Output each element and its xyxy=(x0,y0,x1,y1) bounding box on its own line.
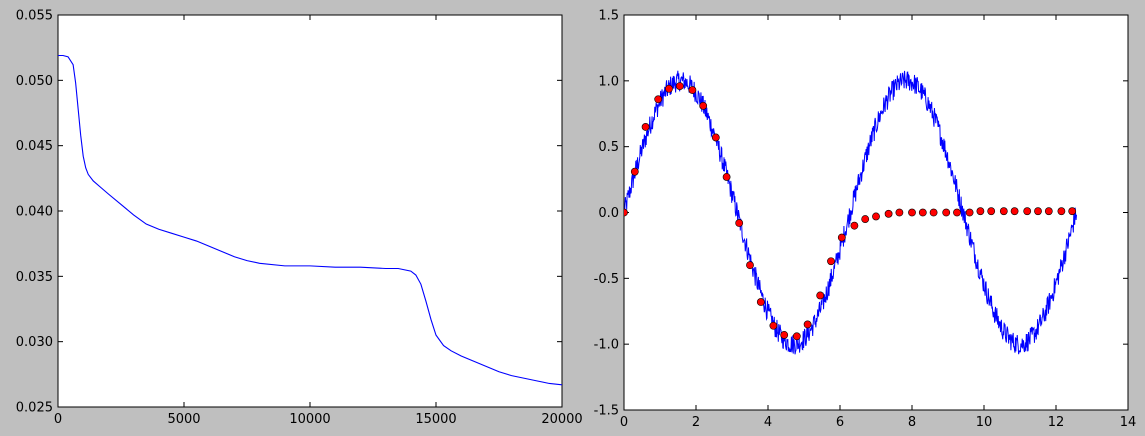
right-series-1-point xyxy=(711,133,720,142)
right-ytick-label: -0.5 xyxy=(594,272,619,287)
left-xtick-label: 0 xyxy=(54,412,62,427)
left-ytick-label: 0.040 xyxy=(16,205,53,220)
right-series-1-point xyxy=(688,86,697,94)
right-series-1-point xyxy=(850,221,859,230)
right-series-1-point xyxy=(929,208,938,217)
left-ytick-label: 0.025 xyxy=(16,401,53,416)
right-xtick-label: 0 xyxy=(620,415,628,430)
right-series-1-point xyxy=(872,212,880,221)
chart-loss-curve: 0 5000 10000 15000 20000 0.025 0.030 0.035 0.040… xyxy=(16,9,583,428)
right-ytick-label: 0.5 xyxy=(598,140,619,155)
right-series-1-point xyxy=(976,207,985,216)
right-series-1-point xyxy=(895,208,904,217)
left-series-0-line xyxy=(58,54,562,386)
right-ytick-label: -1.5 xyxy=(594,404,619,419)
right-series-1-point xyxy=(816,291,825,300)
right-xtick-label: 14 xyxy=(1120,415,1137,430)
left-axes-frame xyxy=(57,14,563,408)
right-series-1-point xyxy=(999,207,1008,216)
left-ytick-label: 0.030 xyxy=(16,335,53,350)
right-series-1-point xyxy=(953,208,961,217)
right-series-1-point xyxy=(837,233,846,242)
right-series-1-point xyxy=(803,320,812,329)
right-series-1-point xyxy=(1010,207,1019,216)
right-series-1-point xyxy=(884,209,893,218)
right-series-1-point xyxy=(746,261,754,270)
right-series-0-line xyxy=(624,70,1078,355)
right-series-1-point xyxy=(641,123,650,131)
right-series-1-point xyxy=(1023,207,1032,216)
right-ytick-label: 0.0 xyxy=(598,206,619,221)
right-series-1-point xyxy=(654,95,663,104)
right-series-1-point xyxy=(918,208,927,217)
left-ytick-label: 0.055 xyxy=(16,9,53,24)
right-ytick-label: 1.0 xyxy=(598,74,619,89)
right-series-1-point xyxy=(942,208,951,217)
left-ytick-label: 0.045 xyxy=(16,139,53,154)
right-series-1-point xyxy=(699,101,708,110)
left-xtick-label: 20000 xyxy=(541,412,582,427)
right-series-1-point xyxy=(1034,207,1042,216)
right-xtick-label: 8 xyxy=(908,415,916,430)
right-ytick-label: 1.5 xyxy=(598,9,619,24)
right-xtick-label: 6 xyxy=(836,415,844,430)
left-xtick-label: 15000 xyxy=(415,412,456,427)
right-series-1-point xyxy=(965,208,974,217)
right-series-1-point xyxy=(735,219,744,227)
right-series-1-point xyxy=(624,208,628,217)
left-ytick-label: 0.050 xyxy=(16,74,53,89)
right-series-1-point xyxy=(908,208,916,217)
right-series-1-point xyxy=(861,215,870,223)
right-series-1-point xyxy=(1044,207,1053,216)
right-axes-frame xyxy=(623,14,1129,411)
right-xtick-label: 12 xyxy=(1048,415,1065,430)
right-series-1-point xyxy=(665,84,673,93)
right-series-1-point xyxy=(722,173,731,181)
right-series-1-point xyxy=(756,298,765,306)
right-series-1-point xyxy=(675,82,684,90)
right-series-1-point xyxy=(827,257,835,266)
chart-sine-fit: 0 2 4 6 8 10 12 14 -1.5 -1.0 -0.5 0.0 0.5 1.0 1.5 xyxy=(594,9,1137,431)
right-xtick-label: 2 xyxy=(692,415,700,430)
right-series-1-point xyxy=(792,332,801,341)
left-xtick-label: 5000 xyxy=(167,412,200,427)
right-ytick-label: -1.0 xyxy=(594,338,619,353)
left-ytick-label: 0.035 xyxy=(16,270,53,285)
right-xtick-label: 4 xyxy=(764,415,772,430)
right-series-1-point xyxy=(1057,207,1066,216)
right-series-1-point xyxy=(1068,207,1077,216)
left-xtick-label: 10000 xyxy=(289,412,330,427)
right-series-1-point xyxy=(987,207,996,216)
right-series-1-point xyxy=(769,321,778,330)
right-series-1-point xyxy=(630,167,639,176)
right-xtick-label: 10 xyxy=(976,415,993,430)
right-series-1-point xyxy=(780,331,789,339)
